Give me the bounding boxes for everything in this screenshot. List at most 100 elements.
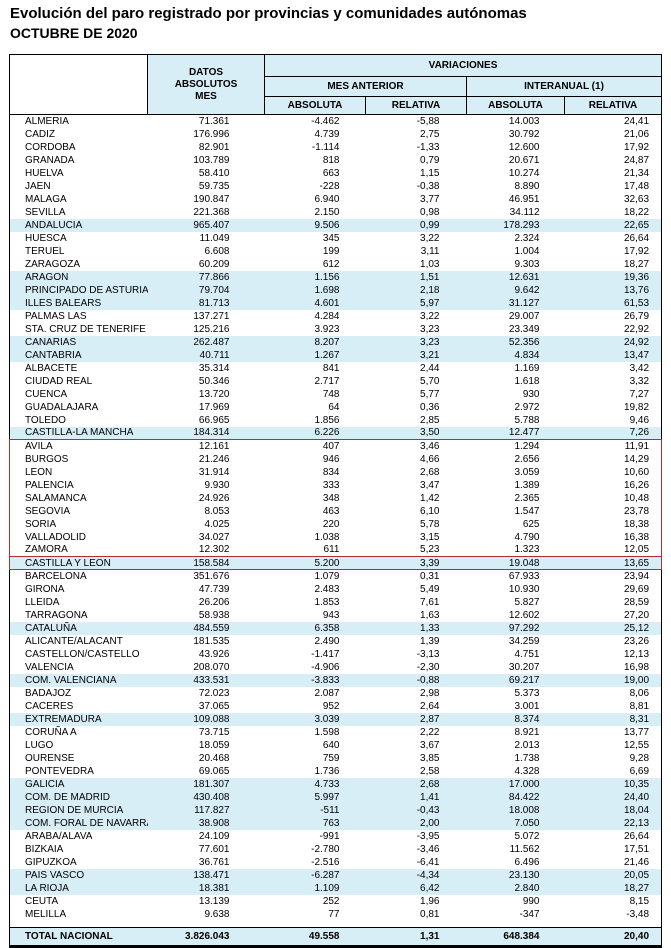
table-row: ARAGON 77.866 1.156 1,51 12.631 19,36 <box>9 270 662 284</box>
table-row: COM. FORAL DE NAVARRA 38.908 763 2,00 7.050 2… <box>9 816 662 830</box>
cell-mes-relativa: -3,95 <box>416 830 440 842</box>
cell-interanual-relativa: 18,27 <box>564 881 662 895</box>
table-row: CEUTA 13.139 252 1,96 990 8,15 <box>10 895 662 908</box>
cell-datos-absolutos: 71.361 <box>198 115 230 127</box>
table-row: MELILLA 9.638 77 0,81 -347 -3,48 <box>10 908 662 921</box>
cell-datos-absolutos: 125.216 <box>193 323 230 335</box>
cell-mes-relativa: -0,43 <box>365 803 467 817</box>
cell-interanual-relativa: 3,42 <box>629 362 650 374</box>
cell-interanual-relativa: 18,27 <box>624 258 650 270</box>
cell-mes-relativa: 2,00 <box>365 816 467 830</box>
row-label: ALMERIA <box>25 115 69 127</box>
row-label: SALAMANCA <box>9 491 148 505</box>
row-label: REGION DE MURCIA <box>9 803 148 817</box>
table-row: BADAJOZ 72.023 2.087 2,98 5.373 8,06 <box>10 687 662 700</box>
cell-mes-relativa: 1,15 <box>420 167 440 179</box>
cell-interanual-absoluta: 1.547 <box>514 505 540 517</box>
cell-datos-absolutos: 58.938 <box>198 609 230 621</box>
cell-interanual-absoluta: 4.834 <box>466 348 565 362</box>
cell-interanual-absoluta: 990 <box>522 895 540 907</box>
row-label: ARAGON <box>9 270 148 284</box>
col-header-interanual: INTERANUAL (1) <box>465 76 663 97</box>
cell-interanual-relativa: 18,04 <box>564 803 662 817</box>
page-subtitle: OCTUBRE DE 2020 <box>10 25 138 41</box>
col-header-mes-anterior: MES ANTERIOR <box>264 76 467 97</box>
cell-datos-absolutos: 6.608 <box>204 245 230 257</box>
cell-datos-absolutos: 3.826.043 <box>147 927 265 947</box>
cell-datos-absolutos: 47.739 <box>198 583 230 595</box>
row-label: ARABA/ALAVA <box>25 830 93 842</box>
cell-interanual-relativa: 23,94 <box>624 570 650 582</box>
cell-datos-absolutos: 69.065 <box>198 765 230 777</box>
table-row: CACERES 37.065 952 2,64 3.001 8,81 <box>10 700 662 713</box>
cell-interanual-relativa: 26,64 <box>624 232 650 244</box>
cell-interanual-relativa: 8,81 <box>629 700 650 712</box>
row-label: COM. FORAL DE NAVARRA <box>9 816 148 830</box>
cell-mes-absoluta: 759 <box>322 752 340 764</box>
cell-datos-absolutos: 9.638 <box>204 908 230 920</box>
cell-mes-absoluta: 5.997 <box>264 790 366 804</box>
table-row: GRANADA 103.789 818 0,79 20.671 24,87 <box>10 154 662 167</box>
cell-interanual-absoluta: 30.207 <box>508 661 540 673</box>
cell-mes-relativa: 2,44 <box>420 362 440 374</box>
cell-mes-absoluta: -4.462 <box>311 115 340 127</box>
cell-interanual-relativa: 3,32 <box>629 375 650 387</box>
row-label: PRINCIPADO DE ASTURIAS <box>9 283 148 297</box>
table-row: ALBACETE 35.314 841 2,44 1.169 3,42 <box>10 362 662 375</box>
table-row: LUGO 18.059 640 3,67 2.013 12,55 <box>10 739 662 752</box>
cell-interanual-relativa: 12,05 <box>564 543 663 557</box>
cell-interanual-relativa: 32,63 <box>624 193 650 205</box>
cell-mes-relativa: 6,42 <box>365 881 467 895</box>
cell-interanual-relativa: 10,48 <box>564 491 663 505</box>
cell-interanual-relativa: 17,48 <box>624 180 650 192</box>
row-label: COM. DE MADRID <box>9 790 148 804</box>
cell-interanual-relativa: 8,15 <box>629 895 650 907</box>
cell-interanual-absoluta: 67.933 <box>508 570 540 582</box>
spacer-cell <box>9 920 662 928</box>
cell-interanual-absoluta: 930 <box>522 388 540 400</box>
cell-interanual-relativa: 29,69 <box>624 583 650 595</box>
cell-datos-absolutos: 18.381 <box>147 881 265 895</box>
cell-mes-absoluta: -991 <box>319 830 340 842</box>
corner-cell <box>9 54 148 115</box>
cell-mes-relativa: -6,41 <box>416 856 440 868</box>
row-label: ILLES BALEARS <box>9 296 148 310</box>
cell-interanual-absoluta: 19.048 <box>466 556 565 570</box>
table-row: ALMERIA 71.361 -4.462 -5,88 14.003 24,41 <box>10 115 662 128</box>
cell-mes-relativa: 1,03 <box>420 258 440 270</box>
row-label: CASTELLON/CASTELLO <box>25 648 140 660</box>
table-header: DATOS ABSOLUTOS MES VARIACIONES MES ANTE… <box>9 54 663 115</box>
row-label: MALAGA <box>25 193 67 205</box>
row-label: BURGOS <box>9 452 148 466</box>
spacer-row <box>9 920 662 928</box>
cell-mes-absoluta: 77 <box>328 908 340 920</box>
cell-interanual-absoluta: 3.001 <box>514 700 540 712</box>
cell-mes-relativa: 3,67 <box>420 739 440 751</box>
cell-interanual-relativa: 7,26 <box>564 426 662 440</box>
cell-datos-absolutos: 13.720 <box>198 388 230 400</box>
cell-mes-relativa: 2,18 <box>365 283 467 297</box>
cell-interanual-absoluta: 2.656 <box>514 453 540 465</box>
cell-interanual-relativa: 20,40 <box>564 927 662 947</box>
unemployment-table: DATOS ABSOLUTOS MES VARIACIONES MES ANTE… <box>9 54 663 948</box>
cell-interanual-absoluta: 2.365 <box>514 492 540 504</box>
table-row: REGION DE MURCIA 117.827 -511 -0,43 18.008 18… <box>9 803 662 817</box>
cell-interanual-relativa: 25,12 <box>564 621 662 635</box>
cell-interanual-relativa: 21,06 <box>624 128 650 140</box>
cell-mes-absoluta: 1.698 <box>264 283 366 297</box>
cell-mes-relativa: 1,42 <box>420 492 440 504</box>
row-label: CASTILLA-LA MANCHA <box>9 426 148 440</box>
table-row: ANDALUCIA 965.407 9.506 0,99 178.293 22,65 <box>9 218 662 232</box>
cell-mes-absoluta: 4.284 <box>314 310 340 322</box>
table-row: GUADALAJARA 17.969 64 0,36 2.972 19,82 <box>10 401 662 414</box>
cell-mes-absoluta: 1.856 <box>314 414 340 426</box>
row-label: CEUTA <box>25 895 59 907</box>
table-row: CIUDAD REAL 50.346 2.717 5,70 1.618 3,32 <box>10 375 662 388</box>
table-row: PRINCIPADO DE ASTURIAS 79.704 1.698 2,18 9.6… <box>9 283 662 297</box>
cell-mes-absoluta: 2.717 <box>314 375 340 387</box>
cell-mes-relativa: -0,88 <box>365 673 467 687</box>
cell-interanual-absoluta: 12.477 <box>466 426 565 440</box>
cell-interanual-absoluta: 6.496 <box>514 856 540 868</box>
cell-mes-relativa: 1,51 <box>365 270 467 284</box>
